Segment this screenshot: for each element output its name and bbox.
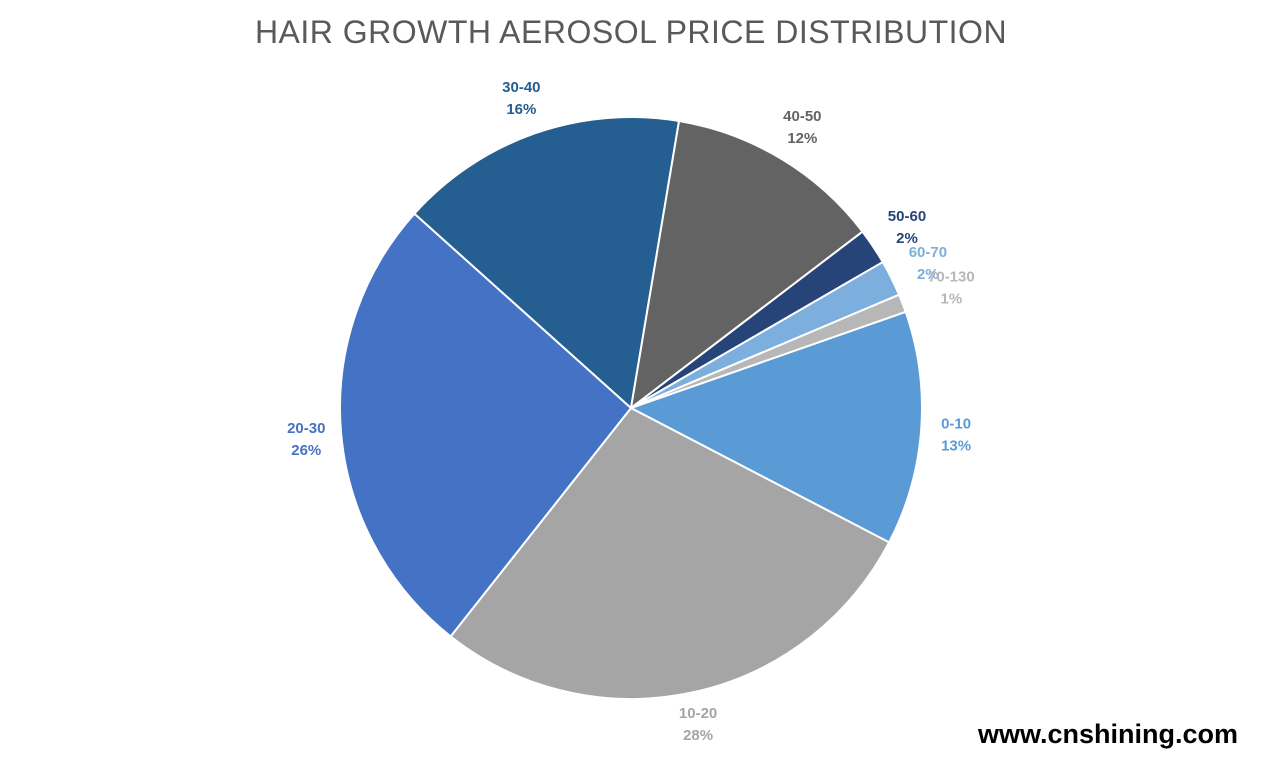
chart-title: HAIR GROWTH AEROSOL PRICE DISTRIBUTION [254,14,1008,50]
slice-percent-label: 13% [941,437,971,454]
pie-slice-40-50 [629,119,864,411]
slice-label-30-40: 30-40 16% [502,79,540,118]
slice-category-label: 10-20 [679,705,717,722]
slice-percent-label: 2% [896,230,918,247]
slice-category-label: 50-60 [888,208,926,225]
slice-label-50-60: 50-60 2% [888,208,926,247]
pie-slice-0-10 [628,310,923,544]
slice-percent-label: 2% [917,266,939,283]
watermark-text: www.cnshining.com [977,719,1238,749]
slice-label-70-130: 70-130 1% [928,268,975,307]
slice-percent-label: 16% [506,101,536,118]
slice-category-label: 20-30 [287,420,325,437]
slice-label-10-20: 10-20 28% [679,705,717,744]
pie-slice-10-20 [449,406,891,700]
slice-category-label: 40-50 [783,108,821,125]
slice-percent-label: 28% [683,727,713,744]
slice-label-40-50: 40-50 12% [783,108,821,147]
slice-percent-label: 12% [787,130,817,147]
pie-slice-70-130 [630,293,907,409]
slice-category-label: 30-40 [502,79,540,96]
slice-percent-label: 1% [941,290,963,307]
slice-label-0-10: 0-10 13% [941,415,971,454]
slice-label-20-30: 20-30 26% [287,420,325,459]
pie-slice-20-30 [339,212,633,638]
slice-label-60-70: 60-70 2% [909,244,947,283]
slice-category-label: 0-10 [941,415,971,432]
slice-category-label: 60-70 [909,244,947,261]
slice-percent-label: 26% [291,442,321,459]
slice-category-label: 70-130 [928,268,975,285]
pie-slice-30-40 [412,116,681,410]
